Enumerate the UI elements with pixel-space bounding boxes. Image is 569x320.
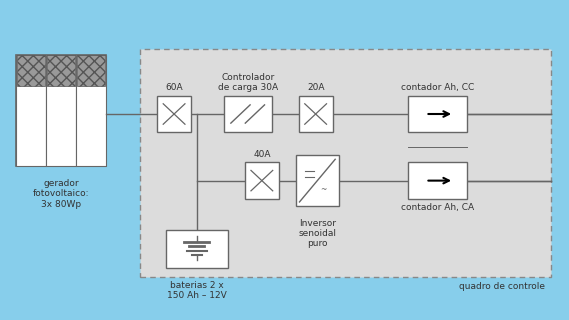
Bar: [47, 55, 75, 86]
Text: 60A: 60A: [165, 83, 183, 92]
Bar: [46, 55, 76, 166]
Text: baterias 2 x
150 Ah – 12V: baterias 2 x 150 Ah – 12V: [167, 281, 226, 300]
Text: Inversor
senoidal
puro: Inversor senoidal puro: [298, 219, 336, 249]
Bar: [407, 96, 467, 132]
Bar: [224, 96, 272, 132]
Bar: [157, 96, 191, 132]
Bar: [76, 55, 106, 166]
Text: ~: ~: [320, 185, 327, 194]
Text: 40A: 40A: [253, 149, 271, 159]
Text: 20A: 20A: [307, 83, 324, 92]
Bar: [245, 162, 279, 199]
Bar: [17, 55, 44, 86]
Text: Controlador
de carga 30A: Controlador de carga 30A: [217, 73, 278, 92]
Bar: [15, 55, 106, 166]
Text: gerador
fotovoltaico:
3x 80Wp: gerador fotovoltaico: 3x 80Wp: [32, 179, 89, 209]
Text: contador Ah, CC: contador Ah, CC: [401, 83, 474, 92]
Text: contador Ah, CA: contador Ah, CA: [401, 203, 474, 212]
Bar: [77, 55, 105, 86]
Bar: [296, 155, 339, 206]
Bar: [140, 49, 551, 277]
Text: quadro de controle: quadro de controle: [459, 282, 545, 291]
Bar: [166, 230, 228, 268]
Bar: [407, 162, 467, 199]
Bar: [299, 96, 333, 132]
Bar: [15, 55, 46, 166]
